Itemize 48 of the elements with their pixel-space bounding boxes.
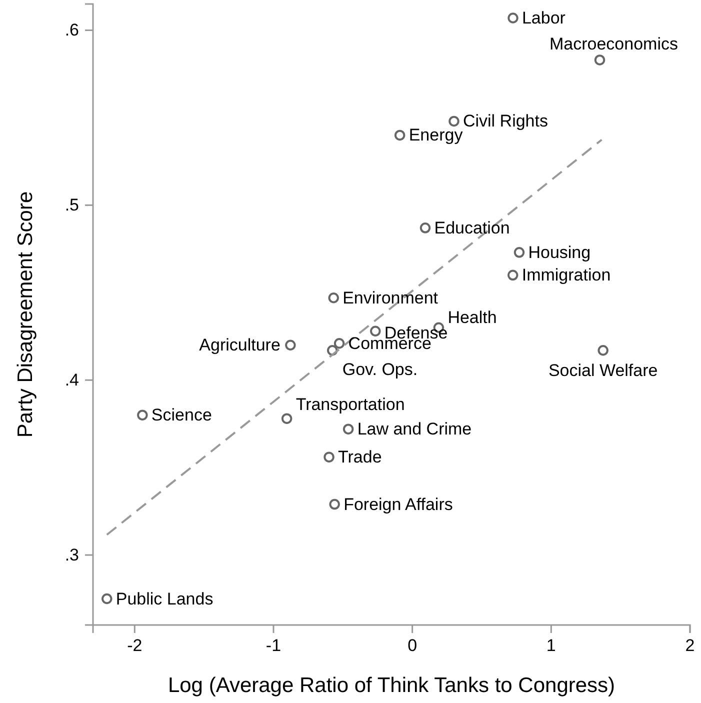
annotation: Environment — [342, 288, 438, 308]
point — [137, 410, 148, 420]
annotation: Agriculture — [199, 336, 280, 355]
point — [394, 130, 406, 141]
annotation: Science — [151, 406, 212, 425]
annotation: Immigration — [522, 266, 611, 285]
annotation: Public Lands — [116, 589, 214, 608]
x-tick-label: 0 — [408, 636, 418, 656]
point — [598, 345, 608, 356]
annotation: Macroeconomics — [550, 34, 678, 54]
x-tick-label: -1 — [266, 636, 282, 656]
point — [370, 326, 381, 336]
point — [594, 54, 606, 66]
point — [285, 340, 296, 350]
annotation: Social Welfare — [548, 360, 658, 380]
annotation: Foreign Affairs — [344, 494, 453, 514]
y-tick-label: .5 — [64, 196, 79, 215]
annotation: Labor — [522, 8, 566, 28]
annotation: Transportation — [296, 395, 405, 414]
point — [514, 247, 525, 258]
y-axis-title: Party Disagreement Score — [14, 191, 37, 438]
point — [102, 593, 112, 604]
point — [507, 270, 518, 280]
point — [448, 116, 460, 127]
annotation: Health — [448, 308, 497, 328]
annotation: Energy — [408, 126, 464, 145]
annotation: Civil Rights — [462, 112, 548, 131]
point — [328, 292, 339, 304]
x-axis-title: Log (Average Ratio of Think Tanks to Congress) — [168, 674, 616, 697]
annotation: Housing — [528, 242, 591, 262]
annotation: Trade — [338, 448, 382, 467]
annotation: Gov. Ops. — [342, 360, 418, 379]
point — [329, 498, 340, 510]
point — [342, 424, 354, 434]
point — [334, 338, 345, 349]
point — [420, 222, 431, 234]
x-tick-label: 1 — [546, 636, 556, 656]
point — [508, 12, 518, 24]
x-tick-label: -2 — [127, 636, 142, 656]
annotation: Law and Crime — [357, 420, 472, 439]
y-tick-label: .3 — [64, 545, 79, 564]
x-tick-label: 2 — [685, 636, 695, 656]
point — [326, 345, 338, 356]
annotation: Education — [434, 218, 510, 238]
point — [281, 413, 292, 424]
y-tick-label: .4 — [64, 370, 79, 390]
point — [324, 452, 334, 462]
y-tick-label: .6 — [64, 20, 79, 40]
